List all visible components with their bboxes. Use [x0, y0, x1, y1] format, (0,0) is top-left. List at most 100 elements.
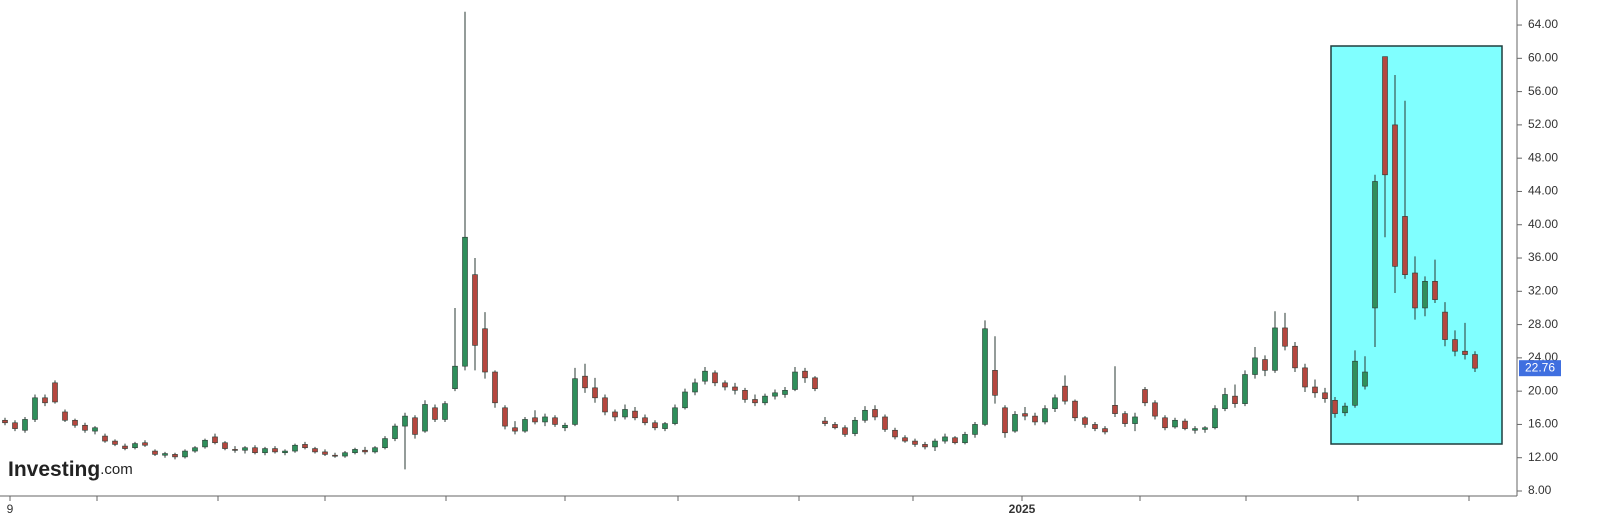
candle-body	[212, 436, 218, 444]
candle-body	[942, 436, 948, 442]
candle-body	[512, 427, 518, 432]
candle-body	[1372, 181, 1378, 309]
candle-body	[872, 409, 878, 418]
candle-body	[1242, 374, 1248, 404]
candle-body	[582, 375, 588, 389]
candle-body	[1122, 413, 1128, 424]
candle-body	[542, 416, 548, 423]
candle-body	[1252, 357, 1258, 375]
candle-body	[532, 417, 538, 423]
candle-body	[1132, 416, 1138, 424]
y-tick-label: 48.00	[1528, 150, 1558, 164]
candle-body	[272, 448, 278, 453]
candle-body	[132, 443, 138, 449]
candle-body	[1102, 428, 1108, 433]
candle-body	[892, 429, 898, 438]
candle-body	[672, 407, 678, 424]
candle-body	[1052, 397, 1058, 409]
candle-body	[1302, 367, 1308, 388]
candle-body	[712, 372, 718, 384]
candle-body	[1202, 427, 1208, 430]
candle-body	[1362, 371, 1368, 387]
candle-body	[982, 328, 988, 425]
candle-body	[592, 387, 598, 399]
candle-body	[762, 395, 768, 404]
candle-body	[502, 407, 508, 427]
brand: Investing.com	[8, 458, 133, 481]
y-tick-label: 60.00	[1528, 50, 1558, 64]
candle-body	[412, 417, 418, 435]
candle-body	[292, 444, 298, 452]
candle-body	[362, 449, 368, 453]
candle-body	[62, 411, 68, 421]
candle-body	[192, 447, 198, 452]
candle-body	[162, 453, 168, 456]
y-tick-label: 16.00	[1528, 417, 1558, 431]
candle-body	[332, 454, 338, 457]
candle-body	[92, 427, 98, 432]
candle-body	[722, 382, 728, 388]
candle-body	[222, 442, 228, 449]
candle-body	[922, 444, 928, 448]
candle-body	[662, 423, 668, 429]
candle-body	[302, 444, 308, 449]
candle-body	[1012, 414, 1018, 432]
candle-body	[742, 390, 748, 400]
candle-body	[1152, 402, 1158, 417]
candle-body	[152, 450, 158, 455]
candle-body	[642, 417, 648, 424]
candle-body	[572, 378, 578, 425]
candle-body	[432, 407, 438, 420]
candle-body	[1072, 400, 1078, 419]
candle-body	[1062, 385, 1068, 402]
y-tick-label: 28.00	[1528, 317, 1558, 331]
candle-body	[812, 377, 818, 389]
candle-body	[492, 371, 498, 404]
candle-body	[902, 437, 908, 442]
candle-body	[1032, 415, 1038, 423]
candle-body	[822, 420, 828, 424]
candle-body	[1412, 272, 1418, 309]
candle-body	[842, 427, 848, 435]
candle-body	[182, 450, 188, 458]
last-price-box	[1519, 360, 1561, 377]
y-tick-label: 12.00	[1528, 450, 1558, 464]
y-tick-label: 8.00	[1528, 483, 1552, 497]
candle-body	[1172, 419, 1178, 428]
candle-body	[342, 452, 348, 457]
candle-body	[1332, 400, 1338, 414]
candle-body	[1452, 339, 1458, 352]
candle-body	[202, 439, 208, 448]
candle-body	[782, 390, 788, 395]
candle-body	[832, 424, 838, 429]
candle-body	[1272, 327, 1278, 371]
candle-body	[12, 422, 18, 429]
candle-body	[1432, 281, 1438, 300]
candle-body	[312, 448, 318, 453]
y-tick-label: 32.00	[1528, 283, 1558, 297]
candle-body	[422, 404, 428, 432]
candle-body	[402, 415, 408, 427]
candle-body	[752, 399, 758, 404]
candle-body	[1262, 359, 1268, 371]
last-price-label: 22.76	[1525, 360, 1555, 374]
candle-body	[1162, 417, 1168, 429]
candle-body	[1082, 417, 1088, 425]
candle-body	[112, 440, 118, 445]
candle-body	[972, 424, 978, 435]
candle-body	[1382, 56, 1388, 176]
y-tick-label: 40.00	[1528, 217, 1558, 231]
candle-body	[452, 365, 458, 389]
candle-body	[1312, 386, 1318, 394]
candle-body	[52, 382, 58, 403]
candle-body	[1282, 327, 1288, 347]
candle-body	[882, 416, 888, 430]
candle-body	[122, 445, 128, 449]
y-tick-label: 44.00	[1528, 184, 1558, 198]
candle-body	[792, 371, 798, 390]
candle-body	[242, 447, 248, 451]
candle-body	[262, 448, 268, 454]
candle-body	[1462, 350, 1468, 355]
